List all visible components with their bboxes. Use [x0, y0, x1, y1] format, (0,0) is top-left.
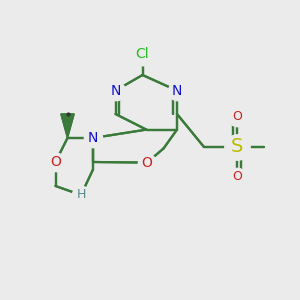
Text: Cl: Cl	[136, 47, 149, 61]
Text: N: N	[172, 84, 182, 98]
Text: H: H	[76, 188, 86, 202]
Text: N: N	[88, 131, 98, 145]
Text: O: O	[232, 110, 242, 124]
Text: O: O	[142, 156, 152, 170]
Polygon shape	[61, 114, 74, 138]
Text: O: O	[50, 155, 61, 169]
Polygon shape	[61, 114, 74, 138]
Text: S: S	[231, 137, 243, 157]
Text: N: N	[110, 84, 121, 98]
Text: O: O	[232, 170, 242, 184]
